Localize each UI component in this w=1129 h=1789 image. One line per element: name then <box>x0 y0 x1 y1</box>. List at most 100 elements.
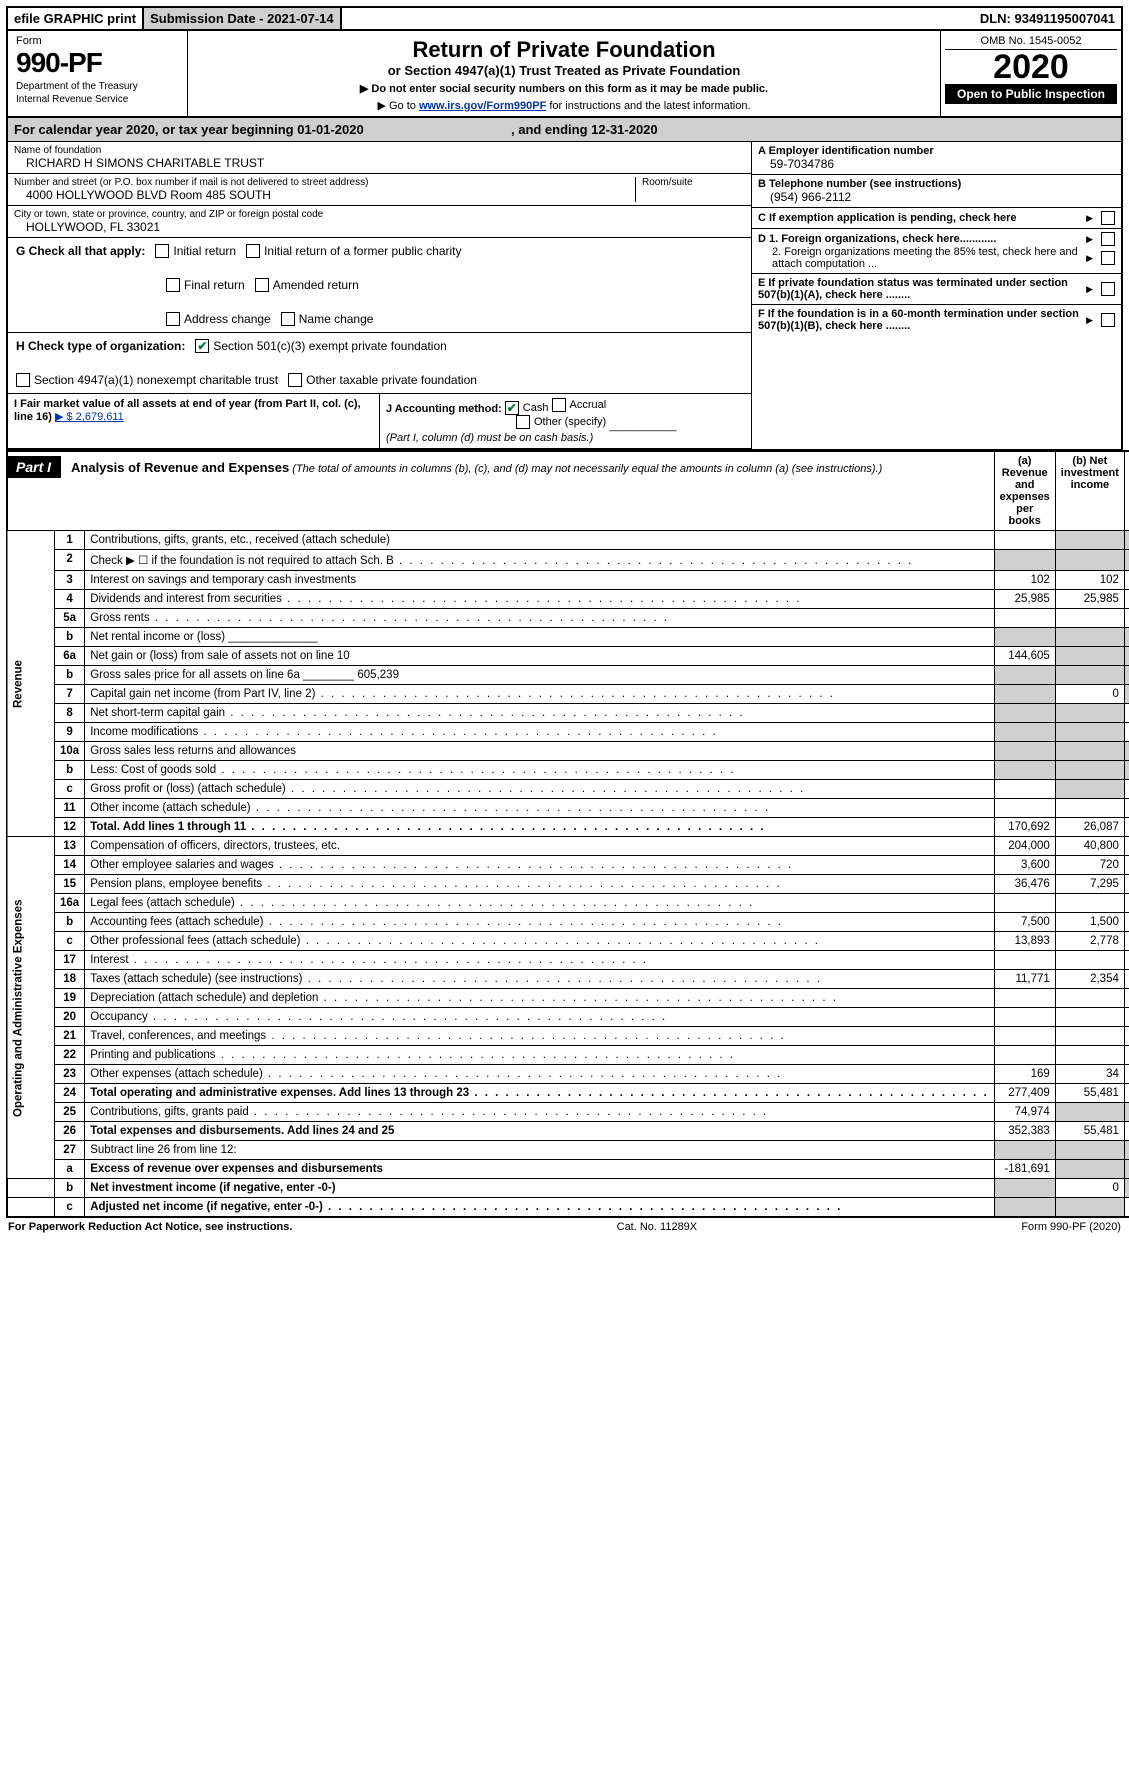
check-amended-return[interactable]: Amended return <box>255 278 359 292</box>
city-cell: City or town, state or province, country… <box>8 206 751 238</box>
room-label: Room/suite <box>642 177 745 188</box>
check-cash[interactable]: ✔Cash <box>505 401 549 415</box>
col-b-header: (b) Net investment income <box>1055 451 1124 531</box>
table-row: Operating and Administrative Expenses 13… <box>7 837 1129 856</box>
addr-label: Number and street (or P.O. box number if… <box>14 177 635 188</box>
section-e: E If private foundation status was termi… <box>752 274 1121 305</box>
form-number: 990-PF <box>16 47 179 79</box>
irs: Internal Revenue Service <box>16 94 179 105</box>
part1-note: (The total of amounts in columns (b), (c… <box>292 463 882 475</box>
footer: For Paperwork Reduction Act Notice, see … <box>6 1218 1123 1236</box>
table-row: 25Contributions, gifts, grants paid74,97… <box>7 1103 1129 1122</box>
foundation-name: RICHARD H SIMONS CHARITABLE TRUST <box>14 156 745 170</box>
check-accrual[interactable]: Accrual <box>552 398 607 412</box>
col-c-header: (c) Adjusted net income <box>1124 451 1129 531</box>
phone-value: (954) 966-2112 <box>758 190 1115 204</box>
check-60month-termination[interactable] <box>1101 313 1115 327</box>
paperwork-notice: For Paperwork Reduction Act Notice, see … <box>8 1221 292 1233</box>
table-row: 27Subtract line 26 from line 12: <box>7 1141 1129 1160</box>
d1-text: D 1. Foreign organizations, check here..… <box>758 233 1080 245</box>
table-row: cOther professional fees (attach schedul… <box>7 932 1129 951</box>
form-title: Return of Private Foundation <box>198 37 930 63</box>
section-c: C If exemption application is pending, c… <box>752 208 1121 229</box>
table-row: 4Dividends and interest from securities2… <box>7 590 1129 609</box>
table-row: 15Pension plans, employee benefits36,476… <box>7 875 1129 894</box>
table-row: bNet investment income (if negative, ent… <box>7 1179 1129 1198</box>
c-text: C If exemption application is pending, c… <box>758 212 1080 224</box>
table-row: 11Other income (attach schedule) <box>7 799 1129 818</box>
table-row: cGross profit or (loss) (attach schedule… <box>7 780 1129 799</box>
check-exemption-pending[interactable] <box>1101 211 1115 225</box>
efile-label: efile GRAPHIC print <box>8 8 144 29</box>
cal-begin: For calendar year 2020, or tax year begi… <box>14 122 364 137</box>
table-row: 18Taxes (attach schedule) (see instructi… <box>7 970 1129 989</box>
calendar-year-row: For calendar year 2020, or tax year begi… <box>6 118 1123 142</box>
h-label: H Check type of organization: <box>16 339 185 353</box>
check-initial-return[interactable]: Initial return <box>155 244 236 258</box>
table-row: bGross sales price for all assets on lin… <box>7 666 1129 685</box>
table-row: 9Income modifications <box>7 723 1129 742</box>
check-address-change[interactable]: Address change <box>166 312 271 326</box>
part1-header-row: Part I Analysis of Revenue and Expenses … <box>7 451 1129 531</box>
part1-title: Analysis of Revenue and Expenses <box>71 460 289 475</box>
header-left: Form 990-PF Department of the Treasury I… <box>8 31 188 116</box>
check-501c3[interactable]: ✔Section 501(c)(3) exempt private founda… <box>195 339 446 353</box>
table-row: 6aNet gain or (loss) from sale of assets… <box>7 647 1129 666</box>
form-code: Form 990-PF (2020) <box>1021 1221 1121 1233</box>
table-row: 19Depreciation (attach schedule) and dep… <box>7 989 1129 1008</box>
check-other-method[interactable]: Other (specify) <box>516 415 606 429</box>
street-address: 4000 HOLLYWOOD BLVD Room 485 SOUTH <box>14 188 635 202</box>
table-row: Revenue 1Contributions, gifts, grants, e… <box>7 531 1129 550</box>
check-initial-return-former[interactable]: Initial return of a former public charit… <box>246 244 461 258</box>
j-label: J Accounting method: <box>386 403 502 415</box>
check-85pct-test[interactable] <box>1101 251 1115 265</box>
table-row: 22Printing and publications <box>7 1046 1129 1065</box>
form-word: Form <box>16 35 179 47</box>
revenue-side-label: Revenue <box>7 531 55 837</box>
header-center: Return of Private Foundation or Section … <box>188 31 941 116</box>
form-url-link[interactable]: www.irs.gov/Form990PF <box>419 100 546 112</box>
table-row: aExcess of revenue over expenses and dis… <box>7 1160 1129 1179</box>
table-row: 10aGross sales less returns and allowanc… <box>7 742 1129 761</box>
g-label: G Check all that apply: <box>16 244 145 258</box>
table-row: 26Total expenses and disbursements. Add … <box>7 1122 1129 1141</box>
table-row: 20Occupancy <box>7 1008 1129 1027</box>
form-header: Form 990-PF Department of the Treasury I… <box>6 31 1123 118</box>
dln: DLN: 93491195007041 <box>974 8 1121 29</box>
ident-left: Name of foundation RICHARD H SIMONS CHAR… <box>8 142 751 449</box>
address-cell: Number and street (or P.O. box number if… <box>8 174 751 206</box>
ein-value: 59-7034786 <box>758 157 1115 171</box>
part1-table: Part I Analysis of Revenue and Expenses … <box>6 450 1129 1218</box>
goto-post: for instructions and the latest informat… <box>549 100 750 112</box>
tax-year: 2020 <box>945 50 1117 84</box>
table-row: 8Net short-term capital gain <box>7 704 1129 723</box>
topbar: efile GRAPHIC print Submission Date - 20… <box>6 6 1123 31</box>
table-row: 24Total operating and administrative exp… <box>7 1084 1129 1103</box>
check-foreign-org[interactable] <box>1101 232 1115 246</box>
check-name-change[interactable]: Name change <box>281 312 374 326</box>
section-j: J Accounting method: ✔Cash Accrual Other… <box>380 394 751 448</box>
dept-treasury: Department of the Treasury <box>16 81 179 92</box>
goto-instr: ▶ Go to www.irs.gov/Form990PF for instru… <box>198 99 930 112</box>
table-row: 2Check ▶ ☐ if the foundation is not requ… <box>7 550 1129 571</box>
check-final-return[interactable]: Final return <box>166 278 245 292</box>
table-row: 21Travel, conferences, and meetings <box>7 1027 1129 1046</box>
table-row: bAccounting fees (attach schedule)7,5001… <box>7 913 1129 932</box>
table-row: 14Other employee salaries and wages3,600… <box>7 856 1129 875</box>
part1-title-wrap: Analysis of Revenue and Expenses (The to… <box>71 460 882 475</box>
table-row: 23Other expenses (attach schedule)169341… <box>7 1065 1129 1084</box>
table-row: 16aLegal fees (attach schedule) <box>7 894 1129 913</box>
phone-label: B Telephone number (see instructions) <box>758 178 1115 190</box>
ssn-warning: ▶ Do not enter social security numbers o… <box>198 82 930 95</box>
table-row: bNet rental income or (loss) ___________… <box>7 628 1129 647</box>
section-h-checks: H Check type of organization: ✔Section 5… <box>8 333 751 394</box>
city-label: City or town, state or province, country… <box>14 209 745 220</box>
check-other-taxable[interactable]: Other taxable private foundation <box>288 373 477 387</box>
check-status-terminated[interactable] <box>1101 282 1115 296</box>
catalog-number: Cat. No. 11289X <box>617 1221 698 1233</box>
table-row: 5aGross rents <box>7 609 1129 628</box>
name-label: Name of foundation <box>14 145 745 156</box>
table-row: bLess: Cost of goods sold <box>7 761 1129 780</box>
check-4947a1[interactable]: Section 4947(a)(1) nonexempt charitable … <box>16 373 278 387</box>
d2-text: 2. Foreign organizations meeting the 85%… <box>772 246 1080 270</box>
